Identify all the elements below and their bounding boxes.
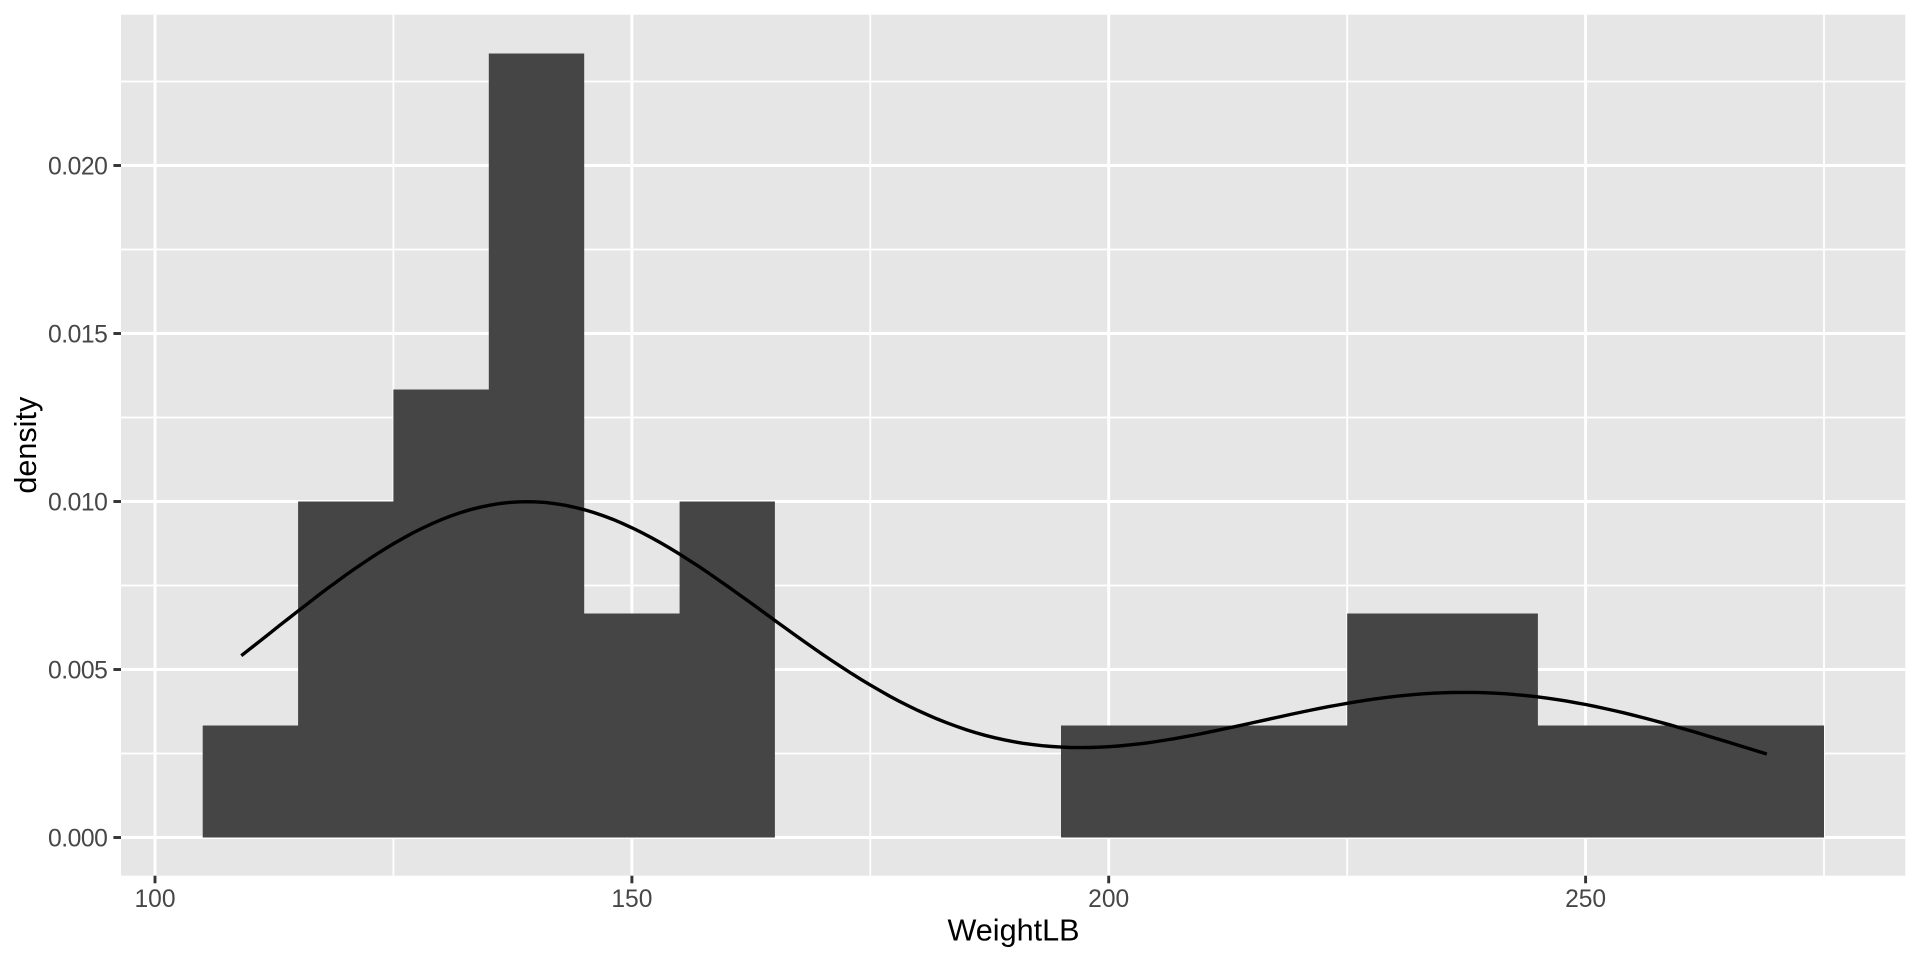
svg-text:200: 200 [1088,886,1129,913]
svg-text:150: 150 [611,886,652,913]
svg-text:250: 250 [1565,886,1606,913]
svg-text:0.005: 0.005 [48,657,107,684]
svg-text:0.015: 0.015 [48,321,107,348]
svg-text:0.010: 0.010 [48,489,107,516]
svg-text:0.020: 0.020 [48,153,107,180]
svg-text:WeightLB: WeightLB [947,913,1079,947]
svg-text:100: 100 [134,886,175,913]
svg-text:density: density [9,396,43,494]
svg-text:0.000: 0.000 [48,825,107,852]
